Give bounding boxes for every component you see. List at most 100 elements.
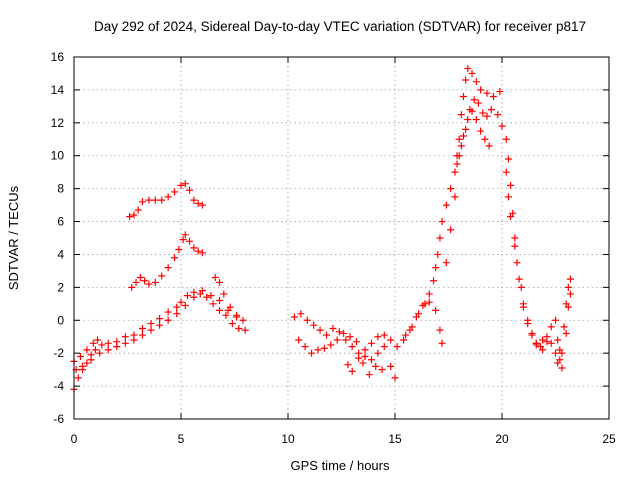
data-point bbox=[164, 316, 172, 324]
data-point bbox=[147, 326, 155, 334]
data-point bbox=[98, 341, 106, 349]
data-point bbox=[470, 96, 478, 104]
data-point bbox=[241, 326, 249, 334]
y-tick-label: -4 bbox=[53, 379, 64, 393]
data-point bbox=[156, 321, 164, 329]
data-point bbox=[507, 181, 515, 189]
data-point bbox=[502, 168, 510, 176]
data-point bbox=[402, 331, 410, 339]
data-point bbox=[138, 198, 146, 206]
data-point bbox=[477, 86, 485, 94]
data-point bbox=[342, 336, 350, 344]
data-point bbox=[147, 320, 155, 328]
data-point bbox=[355, 354, 363, 362]
data-point bbox=[128, 283, 136, 291]
data-point bbox=[303, 316, 311, 324]
data-point bbox=[380, 331, 388, 339]
data-point bbox=[177, 298, 185, 306]
data-point bbox=[566, 290, 574, 298]
data-point bbox=[468, 69, 476, 77]
data-point bbox=[198, 249, 206, 257]
data-point bbox=[511, 234, 519, 242]
data-point bbox=[134, 206, 142, 214]
data-point bbox=[96, 349, 104, 357]
y-axis-title: SDTVAR / TECUs bbox=[6, 185, 21, 290]
data-point bbox=[432, 264, 440, 272]
data-point bbox=[438, 339, 446, 347]
data-point bbox=[387, 362, 395, 370]
data-point bbox=[136, 273, 144, 281]
data-point bbox=[374, 333, 382, 341]
data-point bbox=[504, 193, 512, 201]
x-tick-label: 25 bbox=[602, 432, 616, 446]
data-point bbox=[295, 336, 303, 344]
data-point bbox=[310, 321, 318, 329]
data-point bbox=[104, 339, 112, 347]
x-tick-label: 15 bbox=[388, 432, 402, 446]
data-point bbox=[453, 152, 461, 160]
data-point bbox=[179, 236, 187, 244]
data-point bbox=[104, 346, 112, 354]
data-point bbox=[151, 278, 159, 286]
y-tick-label: -2 bbox=[53, 346, 64, 360]
data-point bbox=[451, 168, 459, 176]
data-point bbox=[477, 127, 485, 135]
data-point bbox=[74, 374, 82, 382]
data-point bbox=[164, 193, 172, 201]
data-point bbox=[181, 231, 189, 239]
y-tick-label: 14 bbox=[51, 83, 65, 97]
data-point bbox=[434, 250, 442, 258]
data-point bbox=[415, 310, 423, 318]
data-point bbox=[447, 226, 455, 234]
data-point bbox=[220, 290, 228, 298]
data-point bbox=[340, 329, 348, 337]
data-point bbox=[94, 336, 102, 344]
y-tick-label: 2 bbox=[57, 280, 64, 294]
data-point bbox=[489, 92, 497, 100]
data-point bbox=[138, 325, 146, 332]
data-point bbox=[387, 336, 395, 344]
data-point bbox=[554, 336, 562, 344]
data-point bbox=[130, 211, 138, 219]
data-point bbox=[145, 196, 153, 204]
data-point bbox=[436, 234, 444, 242]
data-point bbox=[183, 292, 191, 300]
data-point bbox=[211, 273, 219, 281]
series-satellite-tracks bbox=[70, 65, 574, 393]
data-point bbox=[459, 92, 467, 100]
data-point bbox=[462, 76, 470, 84]
data-point bbox=[442, 259, 450, 267]
data-point bbox=[194, 247, 202, 255]
x-axis-title: GPS time / hours bbox=[291, 458, 390, 473]
data-point bbox=[177, 181, 185, 189]
data-point bbox=[367, 356, 375, 364]
data-point bbox=[466, 106, 474, 114]
data-point bbox=[564, 283, 572, 291]
data-point bbox=[173, 303, 181, 311]
x-tick-label: 0 bbox=[71, 432, 78, 446]
data-point bbox=[121, 333, 129, 341]
data-point bbox=[374, 349, 382, 357]
data-point bbox=[564, 303, 572, 311]
data-point bbox=[372, 362, 380, 370]
data-point bbox=[504, 155, 512, 163]
data-point bbox=[367, 339, 375, 347]
data-point bbox=[352, 338, 360, 346]
data-point bbox=[173, 310, 181, 318]
data-point bbox=[481, 135, 489, 143]
data-point bbox=[290, 313, 298, 321]
data-point bbox=[348, 343, 356, 351]
data-point bbox=[378, 366, 386, 374]
data-point bbox=[511, 242, 519, 250]
data-point bbox=[513, 259, 521, 267]
data-point bbox=[138, 331, 146, 339]
data-point bbox=[222, 311, 230, 319]
data-point bbox=[87, 356, 95, 364]
data-point bbox=[455, 135, 463, 143]
data-point bbox=[485, 142, 493, 150]
x-tick-label: 5 bbox=[178, 432, 185, 446]
y-tick-label: 4 bbox=[57, 247, 64, 261]
data-point bbox=[400, 336, 408, 344]
data-point bbox=[393, 343, 401, 351]
data-point bbox=[346, 333, 354, 341]
